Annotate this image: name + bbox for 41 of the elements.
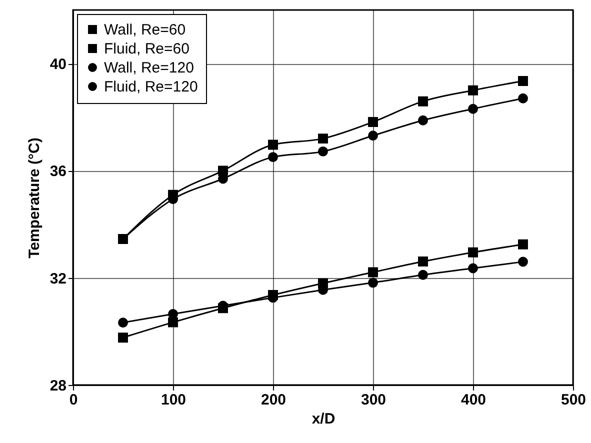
point: [268, 140, 278, 150]
point: [468, 247, 478, 258]
point: [168, 309, 178, 319]
point: [518, 76, 528, 86]
legend-label: Wall, Re=60: [104, 22, 186, 38]
x-axis-title: x/D: [312, 410, 336, 428]
legend-label: Fluid, Re=60: [104, 40, 190, 58]
x-tick-label: 200: [260, 392, 286, 408]
point: [418, 115, 428, 126]
point: [468, 104, 478, 114]
point: [168, 317, 178, 328]
legend-label: Fluid, Re=120: [104, 78, 198, 96]
point: [268, 152, 278, 162]
point: [418, 270, 428, 280]
point: [518, 93, 528, 104]
y-tick-label: 36: [50, 163, 66, 180]
point: [118, 332, 128, 343]
x-tick-label: 500: [560, 392, 586, 408]
point: [318, 146, 328, 156]
x-tick-label: 0: [69, 392, 78, 408]
y-tick-label: 32: [50, 270, 66, 288]
y-tick-label: 40: [50, 56, 66, 74]
x-tick-label: 300: [360, 392, 386, 408]
point: [468, 85, 478, 96]
point: [518, 256, 528, 267]
x-tick-label: 400: [460, 392, 486, 408]
legend-label: Wall, Re=120: [104, 60, 194, 76]
y-tick-label: 28: [50, 378, 66, 394]
point: [518, 239, 528, 250]
point: [368, 130, 378, 141]
x-tick-label: 100: [160, 392, 186, 408]
point: [468, 263, 478, 274]
point: [118, 318, 128, 328]
y-axis-title: Temperature (°C): [26, 138, 43, 258]
point: [368, 278, 378, 288]
point: [318, 134, 328, 144]
point: [368, 116, 378, 127]
point: [418, 96, 428, 106]
point: [418, 256, 428, 266]
point: [368, 267, 378, 278]
point: [218, 166, 228, 176]
